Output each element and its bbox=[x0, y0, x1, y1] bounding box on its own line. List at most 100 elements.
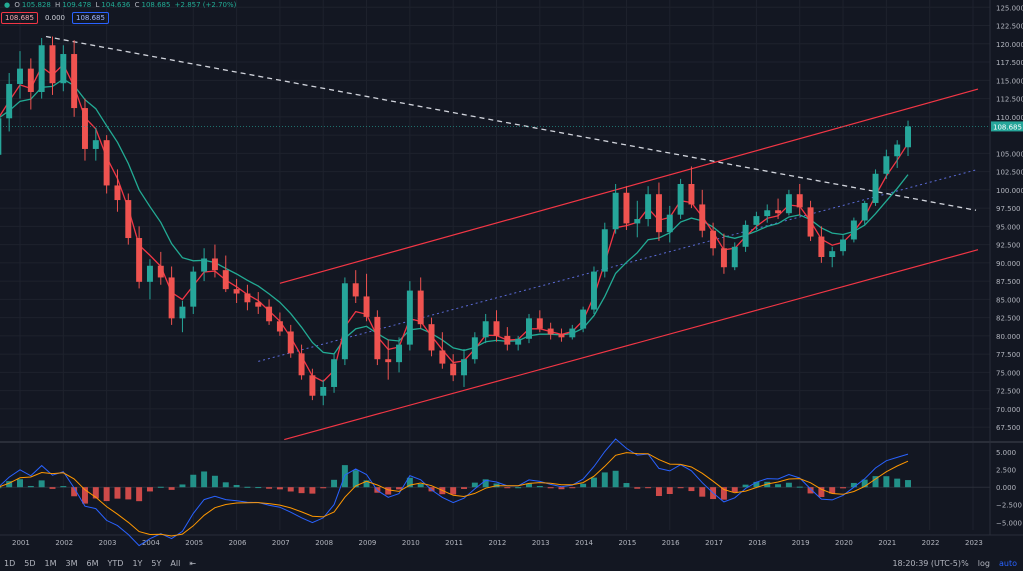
candle-body bbox=[688, 183, 695, 205]
fast-moving-average-line bbox=[0, 63, 909, 383]
histogram-bar bbox=[461, 487, 467, 489]
histogram-bar bbox=[655, 487, 662, 496]
resistance-trendline bbox=[45, 35, 977, 211]
histogram-bar bbox=[103, 487, 110, 502]
candle-body bbox=[515, 338, 522, 345]
price-axis-tick: 120.000 bbox=[996, 41, 1023, 49]
candle-body bbox=[168, 277, 175, 319]
histogram-bar bbox=[482, 479, 489, 488]
candle-body bbox=[60, 54, 67, 84]
histogram-bar bbox=[211, 475, 218, 488]
timeframe-1d[interactable]: 1D bbox=[4, 559, 16, 568]
candle-body bbox=[331, 359, 338, 387]
histogram-bar bbox=[157, 486, 164, 488]
histogram-bar bbox=[526, 483, 532, 488]
histogram-bar bbox=[406, 477, 413, 488]
candle-body bbox=[580, 309, 587, 329]
price-axis-tick: 92.500 bbox=[996, 242, 1021, 250]
histogram-bar bbox=[634, 487, 641, 489]
candle-body bbox=[666, 214, 673, 233]
histogram-bar bbox=[71, 487, 78, 497]
candle-body bbox=[146, 265, 153, 282]
candle-body bbox=[840, 239, 847, 252]
price-badge[interactable]: 108.685 bbox=[1, 12, 38, 24]
last-price-badge bbox=[991, 121, 1023, 132]
candle-body bbox=[71, 54, 78, 109]
candle-body bbox=[471, 337, 478, 360]
candle-body bbox=[753, 216, 760, 225]
candle-body bbox=[547, 328, 554, 335]
candle-body bbox=[493, 321, 500, 336]
histogram-bar bbox=[0, 487, 2, 489]
candle-body bbox=[374, 316, 381, 360]
price-axis-tick: 85.000 bbox=[996, 296, 1021, 304]
timeframe-all[interactable]: All bbox=[170, 559, 181, 568]
candle-body bbox=[818, 236, 825, 258]
percent-toggle[interactable]: % bbox=[961, 559, 969, 568]
candle-body bbox=[0, 118, 2, 155]
timeframe-3m[interactable]: 3M bbox=[65, 559, 78, 568]
log-toggle[interactable]: log bbox=[977, 559, 990, 568]
candle-body bbox=[6, 83, 13, 119]
timeframe-1m[interactable]: 1M bbox=[44, 559, 57, 568]
histogram-bar bbox=[905, 480, 912, 488]
goto-date-icon[interactable]: ⇤ bbox=[189, 559, 197, 568]
price-axis-tick: 82.500 bbox=[996, 315, 1021, 323]
histogram-bar bbox=[363, 480, 370, 488]
open-label: O bbox=[14, 1, 20, 9]
histogram-bar bbox=[818, 487, 825, 497]
candle-body bbox=[211, 258, 218, 271]
auto-toggle[interactable]: auto bbox=[998, 559, 1017, 568]
histogram-bar bbox=[38, 480, 45, 488]
price-axis-tick: 100.000 bbox=[996, 187, 1023, 195]
histogram-bar bbox=[287, 487, 294, 492]
bottom-toolbar: 1D 5D 1M 3M 6M YTD 1Y 5Y All ⇤ 18:20:39 … bbox=[0, 557, 1023, 571]
date-axis-tick: 2013 bbox=[532, 539, 550, 547]
slow-moving-average-line bbox=[0, 78, 909, 355]
histogram-bar bbox=[136, 487, 143, 502]
timeframe-ytd[interactable]: YTD bbox=[107, 559, 124, 568]
last-price-label: 108.685 bbox=[993, 123, 1022, 131]
candle-body bbox=[341, 283, 348, 360]
candle-body bbox=[894, 144, 901, 157]
timeframe-5y[interactable]: 5Y bbox=[151, 559, 162, 568]
price-axis-tick: 112.500 bbox=[996, 96, 1023, 104]
price-axis-tick: 95.000 bbox=[996, 223, 1021, 231]
histogram-bar bbox=[6, 481, 13, 488]
histogram-bar bbox=[114, 487, 121, 499]
candle-body bbox=[461, 359, 467, 376]
date-axis-tick: 2020 bbox=[835, 539, 853, 547]
candle-body bbox=[406, 290, 413, 345]
timeframe-5d[interactable]: 5D bbox=[24, 559, 36, 568]
candle-body bbox=[536, 318, 543, 329]
close-value: 108.685 bbox=[141, 1, 171, 9]
histogram-bar bbox=[612, 470, 619, 488]
timeframe-6m[interactable]: 6M bbox=[86, 559, 99, 568]
zero-badge[interactable]: 0.000 bbox=[44, 14, 65, 22]
histogram-bar bbox=[861, 479, 868, 488]
histogram-bar bbox=[233, 484, 240, 488]
candle-body bbox=[634, 219, 641, 224]
histogram-bar bbox=[298, 487, 305, 494]
oscillator-axis-tick: 2.500 bbox=[996, 467, 1016, 475]
candle-body bbox=[829, 251, 836, 258]
histogram-bar bbox=[720, 487, 727, 500]
histogram-bar bbox=[450, 487, 457, 495]
candle-body bbox=[417, 290, 424, 325]
candle-body bbox=[179, 306, 186, 319]
timeframe-1y[interactable]: 1Y bbox=[132, 559, 143, 568]
candle-body bbox=[287, 331, 294, 354]
channel-mid-line bbox=[258, 168, 979, 362]
candle-body bbox=[558, 334, 565, 338]
macd-line bbox=[0, 438, 909, 547]
date-axis-tick: 2008 bbox=[315, 539, 333, 547]
histogram-bar bbox=[688, 487, 695, 492]
date-axis-tick: 2006 bbox=[229, 539, 247, 547]
candle-body bbox=[320, 386, 327, 396]
date-axis-tick: 2010 bbox=[402, 539, 420, 547]
price-axis-tick: 72.500 bbox=[996, 388, 1021, 396]
blue-badge[interactable]: 108.685 bbox=[72, 12, 109, 24]
candle-body bbox=[363, 296, 370, 317]
clock[interactable]: 18:20:39 (UTC-5) bbox=[892, 559, 961, 568]
